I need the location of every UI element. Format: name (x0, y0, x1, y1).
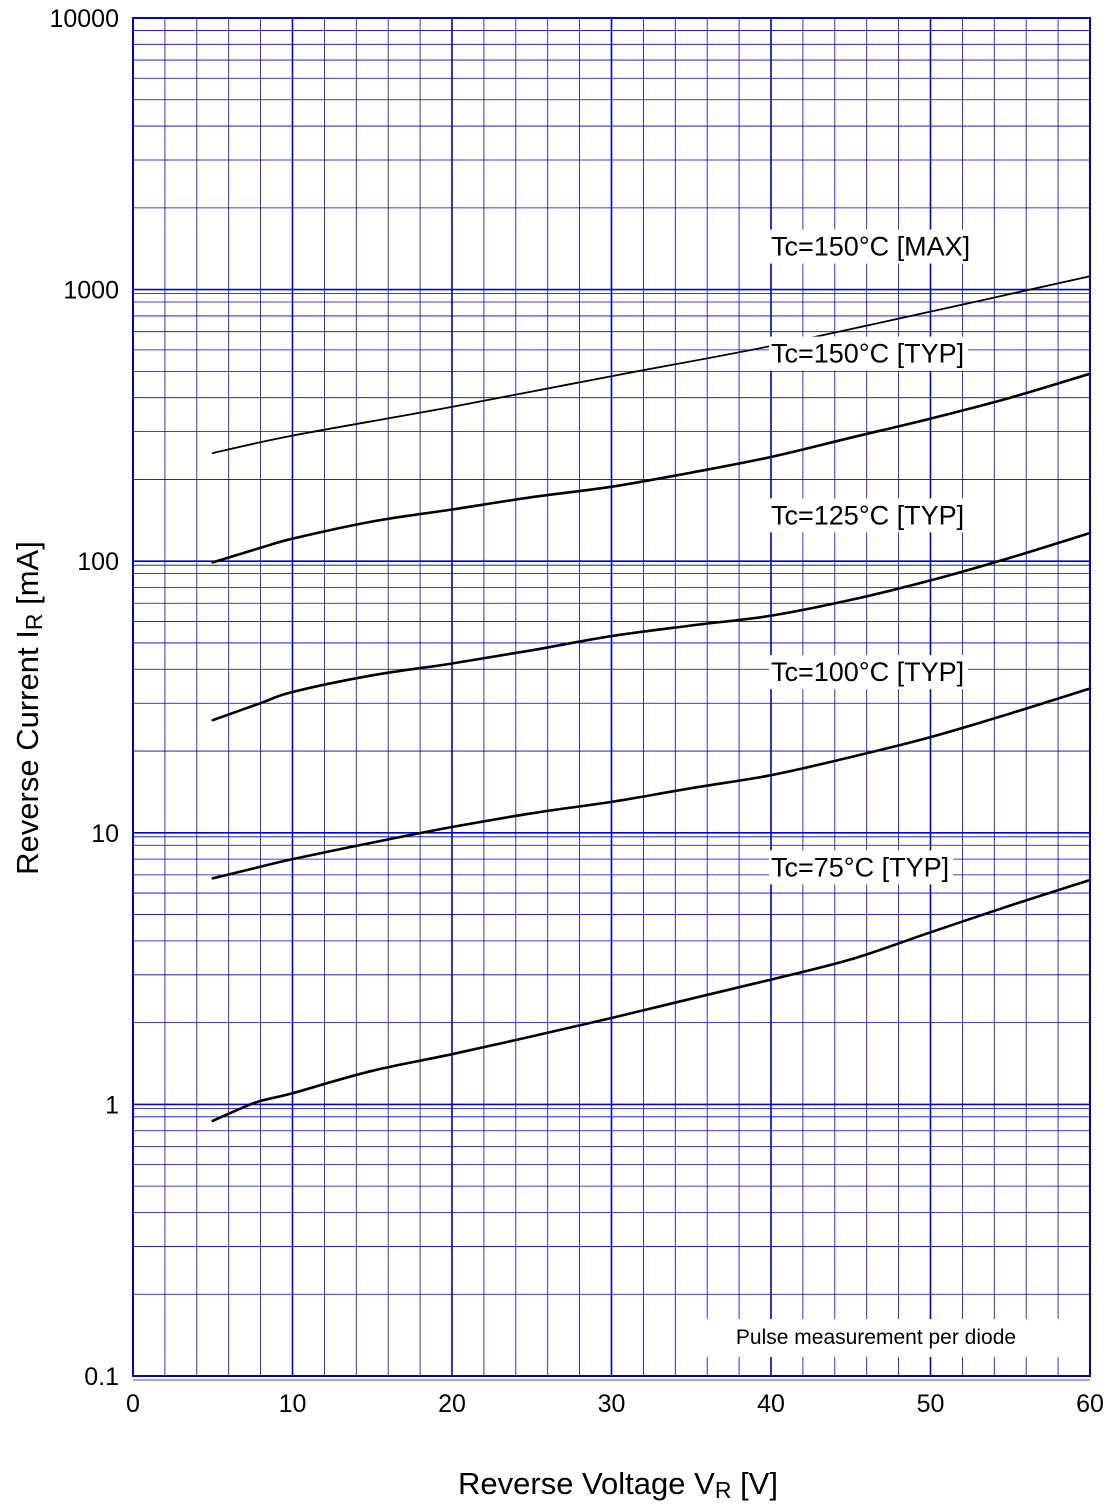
series-label-background (769, 498, 969, 533)
series-curves (211, 275, 1092, 1123)
series-label: Tc=75°C [TYP] (771, 852, 949, 882)
plot-frame (132, 17, 1091, 1377)
series-line (211, 531, 1092, 722)
note-background (684, 1319, 1074, 1357)
series-label-background (769, 336, 969, 371)
series-label: Tc=100°C [TYP] (771, 657, 964, 687)
x-tick-label: 60 (1076, 1390, 1104, 1418)
y-axis-title: Reverse Current IR [mA] (10, 541, 47, 875)
series-line (211, 687, 1092, 880)
y-tick-labels: 0.1 1 10 100 1000 10000 (49, 5, 119, 1391)
series-line (211, 878, 1092, 1123)
measurement-note: Pulse measurement per diode (736, 1326, 1016, 1349)
x-tick-label: 40 (757, 1390, 785, 1418)
x-tick-label: 10 (279, 1390, 307, 1418)
x-tick-label: 30 (598, 1390, 626, 1418)
y-tick-label: 1 (105, 1091, 119, 1119)
y-tick-label: 10000 (49, 5, 119, 33)
x-axis-title-main: Reverse Voltage (458, 1466, 685, 1501)
y-axis-title-subscript: R (21, 614, 47, 631)
series-label: Tc=150°C [MAX] (771, 232, 970, 262)
y-tick-label: 10 (91, 820, 119, 848)
y-axis-title-main: Reverse Current (10, 647, 45, 875)
series-label-background (769, 655, 969, 690)
series-labels: Tc=150°C [MAX] Tc=150°C [TYP] Tc=125°C [TY… (769, 229, 975, 885)
x-tick-labels: 0 10 20 30 40 50 60 (126, 1390, 1104, 1418)
y-tick-label: 100 (77, 548, 119, 576)
x-axis-title-subscript: R (715, 1477, 732, 1503)
x-tick-label: 20 (438, 1390, 466, 1418)
y-axis-title-unit: [mA] (10, 541, 45, 605)
series-label-background (769, 229, 975, 264)
y-tick-label: 1000 (63, 277, 119, 305)
y-tick-label: 0.1 (84, 1363, 119, 1391)
x-tick-label: 50 (917, 1390, 945, 1418)
series-label: Tc=150°C [TYP] (771, 339, 964, 369)
series-line (211, 372, 1092, 564)
x-axis-title-symbol: V (694, 1466, 715, 1501)
x-axis-title-unit: [V] (740, 1466, 778, 1501)
series-line (211, 275, 1091, 454)
series-label: Tc=125°C [TYP] (771, 500, 964, 530)
series-label-background (769, 850, 954, 885)
x-axis-title: Reverse Voltage VR [V] (458, 1466, 778, 1503)
grid (132, 18, 1091, 1381)
y-axis-title-symbol: I (10, 630, 45, 639)
x-tick-label: 0 (126, 1390, 140, 1418)
